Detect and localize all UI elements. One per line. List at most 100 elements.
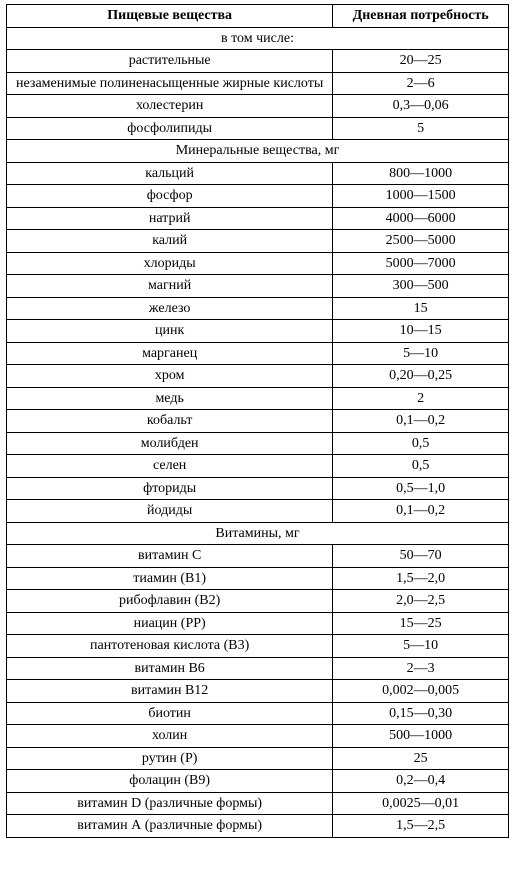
substance-name: рибофлавин (B2): [7, 590, 333, 613]
substance-name: молибден: [7, 432, 333, 455]
substance-name: холестерин: [7, 95, 333, 118]
table-row: тиамин (B1)1,5—2,0: [7, 567, 509, 590]
substance-name: медь: [7, 387, 333, 410]
substance-name: витамин B6: [7, 657, 333, 680]
table-row: рутин (P)25: [7, 747, 509, 770]
daily-need-value: 0,0025—0,01: [333, 792, 509, 815]
substance-name: рутин (P): [7, 747, 333, 770]
substance-name: кобальт: [7, 410, 333, 433]
daily-need-value: 0,002—0,005: [333, 680, 509, 703]
table-row: хром0,20—0,25: [7, 365, 509, 388]
substance-name: йодиды: [7, 500, 333, 523]
section-header-minerals: Минеральные вещества, мг: [7, 140, 509, 163]
daily-need-value: 0,1—0,2: [333, 500, 509, 523]
nutrients-table: Пищевые вещества Дневная потребность в т…: [6, 4, 509, 838]
table-row: фториды0,5—1,0: [7, 477, 509, 500]
table-row: пантотеновая кислота (B3)5—10: [7, 635, 509, 658]
substance-name: растительные: [7, 50, 333, 73]
table-row: селен0,5: [7, 455, 509, 478]
table-row: витамин С50—70: [7, 545, 509, 568]
substance-name: магний: [7, 275, 333, 298]
substance-name: кальций: [7, 162, 333, 185]
table-row: йодиды0,1—0,2: [7, 500, 509, 523]
substance-name: холин: [7, 725, 333, 748]
table-row: растительные20—25: [7, 50, 509, 73]
daily-need-value: 500—1000: [333, 725, 509, 748]
substance-name: пантотеновая кислота (B3): [7, 635, 333, 658]
daily-need-value: 1000—1500: [333, 185, 509, 208]
table-row: витамин А (различные формы)1,5—2,5: [7, 815, 509, 838]
daily-need-value: 1,5—2,0: [333, 567, 509, 590]
table-row: витамин B120,002—0,005: [7, 680, 509, 703]
daily-need-value: 800—1000: [333, 162, 509, 185]
daily-need-value: 0,15—0,30: [333, 702, 509, 725]
table-row: железо15: [7, 297, 509, 320]
substance-name: ниацин (PP): [7, 612, 333, 635]
table-row: марганец5—10: [7, 342, 509, 365]
section-header-vitamins: Витамины, мг: [7, 522, 509, 545]
daily-need-value: 2: [333, 387, 509, 410]
table-header-row: Пищевые вещества Дневная потребность: [7, 5, 509, 28]
table-row: фолацин (B9)0,2—0,4: [7, 770, 509, 793]
daily-need-value: 25: [333, 747, 509, 770]
table-row: витамин D (различные формы)0,0025—0,01: [7, 792, 509, 815]
table-row: натрий4000—6000: [7, 207, 509, 230]
substance-name: фториды: [7, 477, 333, 500]
daily-need-value: 0,20—0,25: [333, 365, 509, 388]
daily-need-value: 20—25: [333, 50, 509, 73]
daily-need-value: 10—15: [333, 320, 509, 343]
substance-name: витамин B12: [7, 680, 333, 703]
substance-name: натрий: [7, 207, 333, 230]
substance-name: биотин: [7, 702, 333, 725]
substance-name: фосфолипиды: [7, 117, 333, 140]
section-header-minerals-row: Минеральные вещества, мг: [7, 140, 509, 163]
subheader-including-row: в том числе:: [7, 27, 509, 50]
substance-name: калий: [7, 230, 333, 253]
daily-need-value: 0,1—0,2: [333, 410, 509, 433]
substance-name: хлориды: [7, 252, 333, 275]
daily-need-value: 0,5: [333, 455, 509, 478]
substance-name: марганец: [7, 342, 333, 365]
header-col-substance: Пищевые вещества: [7, 5, 333, 28]
substance-name: хром: [7, 365, 333, 388]
table-row: биотин0,15—0,30: [7, 702, 509, 725]
daily-need-value: 5000—7000: [333, 252, 509, 275]
substance-name: тиамин (B1): [7, 567, 333, 590]
substance-name: витамин D (различные формы): [7, 792, 333, 815]
daily-need-value: 300—500: [333, 275, 509, 298]
daily-need-value: 5—10: [333, 342, 509, 365]
daily-need-value: 0,2—0,4: [333, 770, 509, 793]
table-row: рибофлавин (B2)2,0—2,5: [7, 590, 509, 613]
table-row: незаменимые полиненасыщенные жирные кисл…: [7, 72, 509, 95]
daily-need-value: 0,5: [333, 432, 509, 455]
table-row: ниацин (PP)15—25: [7, 612, 509, 635]
daily-need-value: 2500—5000: [333, 230, 509, 253]
header-col-daily-need: Дневная потребность: [333, 5, 509, 28]
substance-name: железо: [7, 297, 333, 320]
substance-name: селен: [7, 455, 333, 478]
table-row: фосфор1000—1500: [7, 185, 509, 208]
daily-need-value: 15—25: [333, 612, 509, 635]
daily-need-value: 0,3—0,06: [333, 95, 509, 118]
daily-need-value: 2—6: [333, 72, 509, 95]
table-row: молибден0,5: [7, 432, 509, 455]
daily-need-value: 2,0—2,5: [333, 590, 509, 613]
substance-name: витамин А (различные формы): [7, 815, 333, 838]
table-row: цинк10—15: [7, 320, 509, 343]
daily-need-value: 5: [333, 117, 509, 140]
daily-need-value: 1,5—2,5: [333, 815, 509, 838]
substance-name: витамин С: [7, 545, 333, 568]
table-row: холестерин0,3—0,06: [7, 95, 509, 118]
daily-need-value: 4000—6000: [333, 207, 509, 230]
table-row: холин500—1000: [7, 725, 509, 748]
daily-need-value: 5—10: [333, 635, 509, 658]
subheader-including: в том числе:: [7, 27, 509, 50]
substance-name: фолацин (B9): [7, 770, 333, 793]
table-row: фосфолипиды5: [7, 117, 509, 140]
table-row: хлориды5000—7000: [7, 252, 509, 275]
table-row: магний300—500: [7, 275, 509, 298]
table-row: кобальт0,1—0,2: [7, 410, 509, 433]
table-row: кальций800—1000: [7, 162, 509, 185]
daily-need-value: 0,5—1,0: [333, 477, 509, 500]
table-row: медь2: [7, 387, 509, 410]
